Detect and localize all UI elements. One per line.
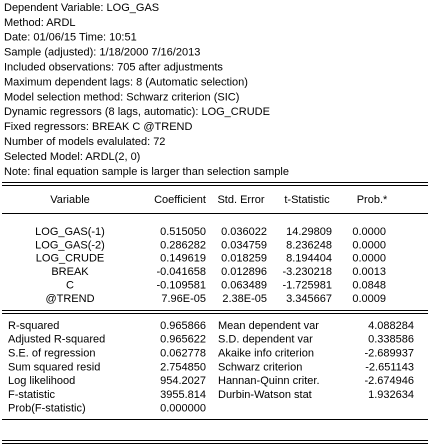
- stat-label: Prob(F-statistic): [8, 403, 86, 415]
- stat-label: S.E. of regression: [8, 348, 95, 360]
- column-header: t-Statistic: [284, 194, 330, 206]
- cell: 0.036022: [221, 226, 267, 238]
- stat-label: Sum squared resid: [8, 361, 100, 373]
- stat-label: Akaike info criterion: [218, 348, 314, 360]
- cell: 0.286282: [160, 239, 206, 251]
- cell: 0.0000: [352, 253, 386, 265]
- cell: 7.96E-05: [161, 293, 206, 305]
- variable-name: LOG_CRUDE: [36, 253, 104, 265]
- column-header: Std. Error: [217, 194, 264, 206]
- cell: 0.018259: [221, 253, 267, 265]
- stat-label: R-squared: [8, 320, 59, 332]
- stat-value: -2.674946: [364, 375, 414, 387]
- header-line: Selected Model: ARDL(2, 0): [4, 151, 140, 163]
- cell: 0.0000: [352, 239, 386, 251]
- stat-value: 3955.814: [160, 389, 206, 401]
- stat-value: 4.088284: [368, 320, 414, 332]
- column-header: Coefficient: [154, 194, 206, 206]
- cell: 14.29809: [286, 226, 332, 238]
- stat-label: Durbin-Watson stat: [218, 389, 312, 401]
- cell: 0.012896: [221, 266, 267, 278]
- variable-name: C: [66, 280, 74, 292]
- header-line: Date: 01/06/15 Time: 10:51: [4, 32, 137, 44]
- cell: 0.034759: [221, 239, 267, 251]
- header-line: Model selection method: Schwarz criterio…: [4, 91, 239, 103]
- variable-name: BREAK: [51, 266, 89, 278]
- header-line: Included observations: 705 after adjustm…: [4, 62, 223, 74]
- stat-label: Hannan-Quinn criter.: [218, 375, 320, 387]
- cell: 0.0013: [352, 266, 386, 278]
- header-line: Sample (adjusted): 1/18/2000 7/16/2013: [4, 47, 200, 59]
- stat-label: F-statistic: [8, 389, 56, 401]
- cell: 0.0000: [352, 226, 386, 238]
- stat-value: 0.338586: [368, 334, 414, 346]
- stat-value: 954.2027: [160, 375, 206, 387]
- cell: 8.194404: [286, 253, 332, 265]
- cell: 0.0009: [352, 293, 386, 305]
- stat-value: 1.932634: [368, 389, 414, 401]
- cell: 3.345667: [286, 293, 332, 305]
- stat-label: Schwarz criterion: [218, 361, 302, 373]
- cell: 8.236248: [286, 239, 332, 251]
- cell: 0.149619: [160, 253, 206, 265]
- cell: -1.725981: [282, 280, 332, 292]
- column-header: Prob.*: [357, 194, 388, 206]
- cell: 0.0848: [352, 280, 386, 292]
- stat-label: S.D. dependent var: [218, 334, 313, 346]
- stat-value: 0.965622: [160, 334, 206, 346]
- stat-value: -2.651143: [365, 361, 414, 373]
- stat-value: 2.754850: [160, 361, 206, 373]
- column-header: Variable: [50, 194, 90, 206]
- variable-name: LOG_GAS(-2): [35, 239, 105, 251]
- variable-name: LOG_GAS(-1): [35, 226, 105, 238]
- stat-label: Mean dependent var: [218, 320, 319, 332]
- cell: 0.515050: [160, 226, 206, 238]
- cell: 2.38E-05: [222, 293, 267, 305]
- stat-label: Log likelihood: [8, 375, 75, 387]
- cell: -3.230218: [282, 266, 332, 278]
- variable-name: @TREND: [45, 293, 94, 305]
- header-line: Maximum dependent lags: 8 (Automatic sel…: [4, 76, 248, 88]
- header-line: Fixed regressors: BREAK C @TREND: [4, 121, 192, 133]
- header-line: Dynamic regressors (8 lags, automatic): …: [4, 106, 270, 118]
- stat-value: -2.689937: [364, 348, 414, 360]
- stat-label: Adjusted R-squared: [8, 334, 105, 346]
- header-line: Method: ARDL: [4, 17, 76, 29]
- header-line: Dependent Variable: LOG_GAS: [4, 2, 159, 14]
- header-line: Number of models evalulated: 72: [4, 136, 165, 148]
- stat-value: 0.000000: [160, 403, 206, 415]
- cell: 0.063489: [221, 280, 267, 292]
- stat-value: 0.965866: [160, 320, 206, 332]
- stat-value: 0.062778: [160, 348, 206, 360]
- cell: -0.109581: [156, 280, 206, 292]
- cell: -0.041658: [156, 266, 206, 278]
- header-line: Note: final equation sample is larger th…: [4, 166, 289, 178]
